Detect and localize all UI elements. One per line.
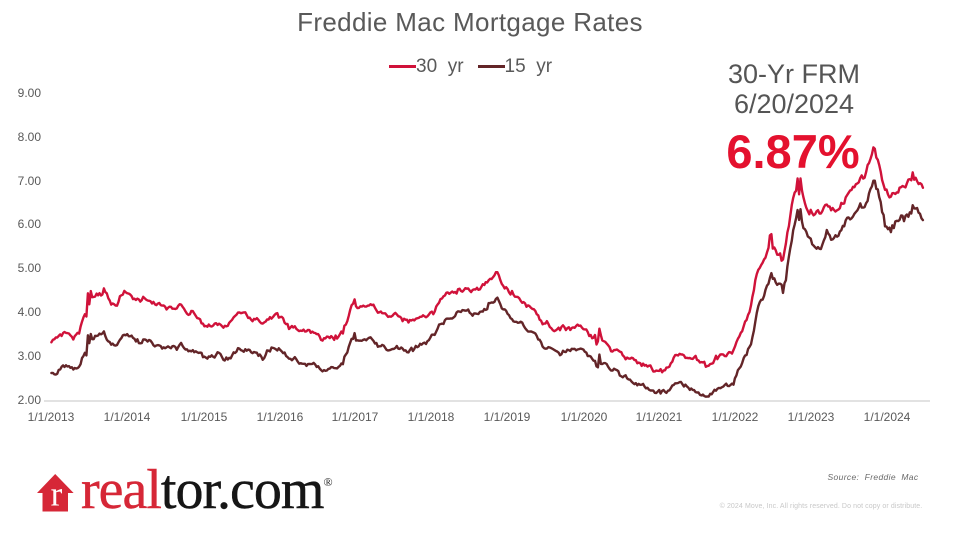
svg-text:r: r: [51, 475, 63, 513]
